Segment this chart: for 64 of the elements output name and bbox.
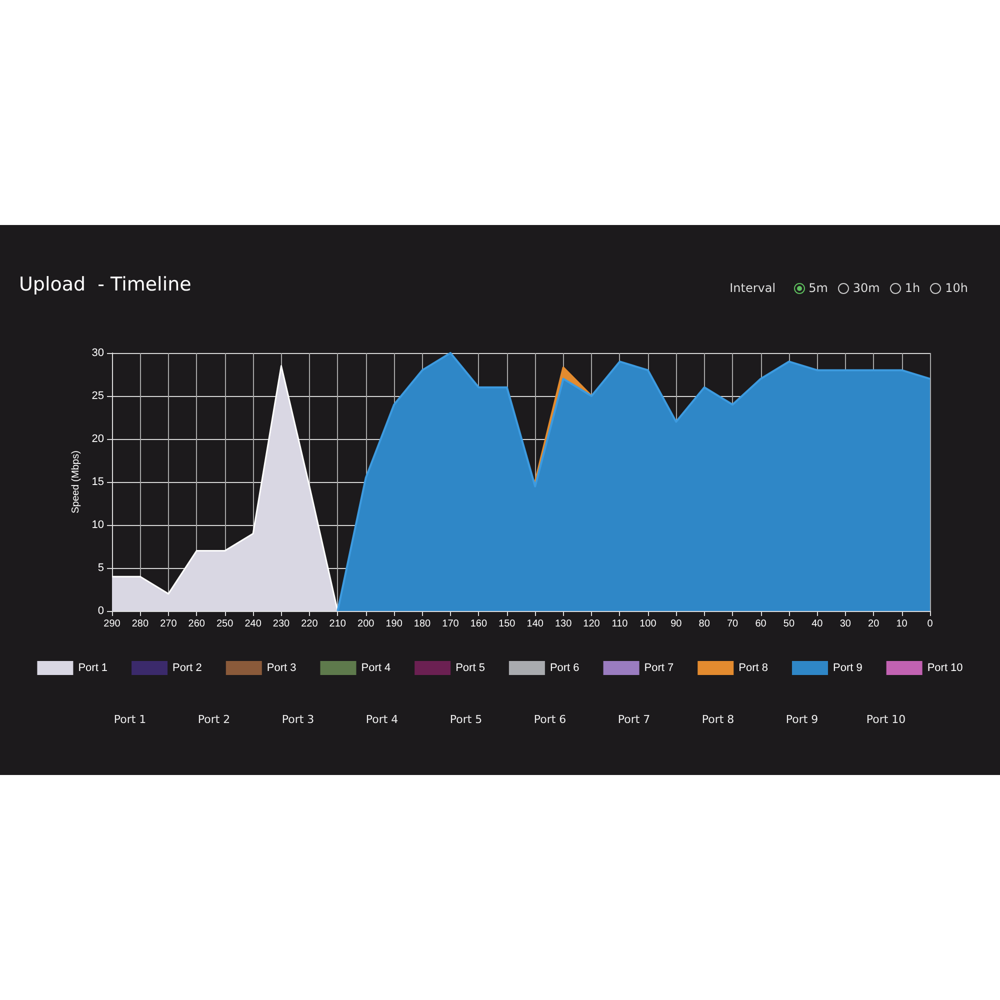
legend-label: Port 9 <box>832 662 862 674</box>
x-tick-label: 200 <box>358 618 375 630</box>
x-tick-label: 150 <box>498 618 516 630</box>
text: Port 8 <box>700 713 736 726</box>
y-tick-label: 5 <box>98 562 104 574</box>
x-tick-label: 110 <box>612 618 628 630</box>
legend-label: Port 6 <box>550 662 580 674</box>
x-tick-label: 240 <box>244 618 262 630</box>
y-tick-label: 10 <box>92 519 104 531</box>
text: Port 4 <box>364 713 400 726</box>
x-tick-label: 90 <box>670 618 682 630</box>
x-tick-label: 130 <box>554 618 572 630</box>
legend-label: Port 5 <box>456 662 485 674</box>
text: 10h <box>945 281 968 295</box>
x-tick-label: 0 <box>927 618 934 630</box>
x-tick-label: 10 <box>896 618 908 630</box>
text: Port 2 <box>196 713 232 726</box>
x-tick-label: 190 <box>386 618 403 630</box>
y-tick-label: 30 <box>92 347 104 359</box>
x-tick-label: 50 <box>783 618 795 630</box>
x-tick-label: 120 <box>583 618 600 630</box>
legend-label: Port 3 <box>266 662 296 674</box>
text: Interval <box>730 281 776 295</box>
legend-label: Port 7 <box>644 662 674 674</box>
legend-label: Port 10 <box>927 662 963 674</box>
x-tick-label: 250 <box>216 618 234 630</box>
x-tick-label: 140 <box>526 618 544 630</box>
x-tick-label: 260 <box>188 618 206 630</box>
text: Port 9 <box>784 713 820 726</box>
x-tick-label: 290 <box>104 618 121 630</box>
legend-label: Port 1 <box>78 662 108 674</box>
x-tick-label: 100 <box>640 618 657 630</box>
y-tick-label: 0 <box>98 605 104 617</box>
legend-label: Port 4 <box>361 662 391 674</box>
legend-label: Port 2 <box>172 662 202 674</box>
x-tick-label: 230 <box>272 618 290 630</box>
x-tick-label: 270 <box>160 618 178 630</box>
y-axis-title: Speed (Mbps) <box>70 450 82 514</box>
x-tick-label: 70 <box>726 618 739 630</box>
x-tick-label: 20 <box>868 618 880 630</box>
chart-title: Upload - Timeline <box>19 274 192 296</box>
y-tick-label: 15 <box>92 476 104 488</box>
x-tick-label: 40 <box>812 618 824 630</box>
text: 30m <box>852 281 880 295</box>
x-tick-label: 60 <box>755 618 767 630</box>
text: Port 6 <box>532 713 568 726</box>
x-tick-label: 80 <box>698 618 710 630</box>
x-tick-label: 210 <box>329 618 346 630</box>
x-tick-label: 180 <box>414 618 432 630</box>
text: 1h <box>904 281 920 295</box>
x-tick-label: 160 <box>470 618 488 630</box>
legend-label: Port 8 <box>738 662 768 674</box>
x-tick-label: 30 <box>840 618 852 630</box>
text: 5m <box>808 281 828 295</box>
text: Port 1 <box>112 713 148 726</box>
x-tick-label: 170 <box>442 618 460 630</box>
x-tick-label: 280 <box>132 618 149 630</box>
x-tick-label: 220 <box>301 618 318 630</box>
text: Port 5 <box>448 713 484 726</box>
text: Port 3 <box>280 713 316 726</box>
y-tick-label: 25 <box>92 390 104 402</box>
text: Port 7 <box>616 713 652 726</box>
text: Port 10 <box>865 713 907 726</box>
y-tick-label: 20 <box>92 433 104 445</box>
